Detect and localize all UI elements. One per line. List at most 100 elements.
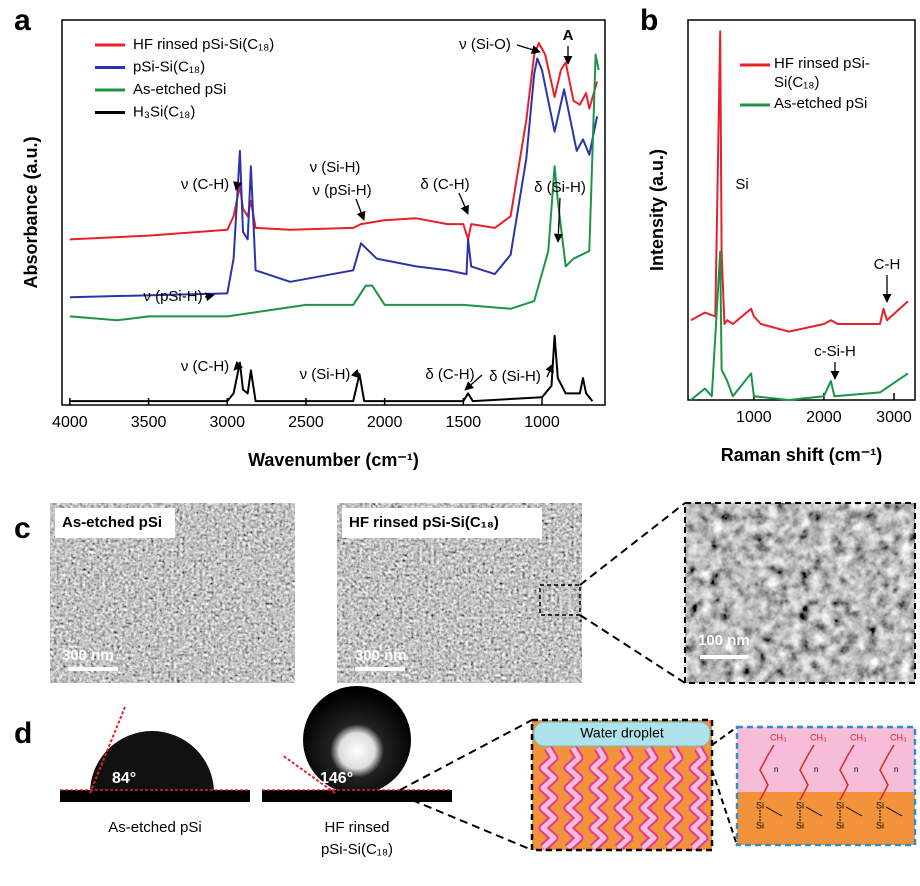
label-box [342, 508, 542, 538]
annotation: c-Si-H [814, 343, 856, 360]
annotation-arrow [355, 198, 366, 221]
zoom-frame [684, 502, 916, 684]
methyl: CH₃ [890, 732, 907, 742]
molecules: CH₃ n Si Si CH₃ n Si Si CH₃ n Si Si CH₃ n Si Si [756, 732, 907, 830]
annotation: ν (Si-H) [310, 159, 361, 176]
annotation: Si [735, 176, 748, 193]
scale-bar [700, 655, 748, 659]
pore [665, 746, 682, 850]
silicon-atom: Si [876, 820, 884, 830]
silicon-atom: Si [796, 800, 804, 810]
annotation: ν (C-H) [181, 358, 229, 375]
zoom-line [711, 726, 738, 746]
x-tick-label: 3000 [876, 409, 912, 426]
x-axis-label: Wavenumber (cm⁻¹) [248, 450, 419, 470]
caption: HF rinsed [324, 819, 389, 836]
bond [845, 806, 863, 817]
pore [615, 746, 632, 850]
annotation-arrow [464, 374, 483, 391]
annotation-arrow [458, 192, 469, 215]
silicon [737, 792, 915, 845]
panel-label: d [14, 717, 32, 750]
spectrum [69, 334, 594, 403]
legend-label: HF rinsed pSi-Si(C₁₈) [774, 55, 870, 91]
annotation-arrow [516, 44, 541, 54]
spectrum [69, 53, 600, 322]
annotation: A [563, 27, 574, 44]
silicon-atom: Si [756, 820, 764, 830]
zoom-line [711, 769, 738, 846]
droplet [90, 731, 214, 793]
angle: 146° [320, 770, 353, 787]
chain [839, 744, 855, 801]
caption: As-etched pSi [108, 819, 201, 836]
chain [799, 744, 815, 801]
repeat: n [774, 765, 778, 774]
substrate [60, 790, 250, 802]
annotation-arrow [350, 368, 361, 379]
label-box [55, 508, 175, 538]
x-tick-label: 1500 [446, 414, 482, 431]
legend-label: As-etched pSi [774, 95, 868, 112]
panel-label: a [14, 4, 31, 37]
x-tick-label: 4000 [52, 414, 88, 431]
methyl: CH₃ [770, 732, 787, 742]
legend-label: As-etched pSi [133, 81, 226, 98]
spectrum [69, 57, 599, 299]
caption: pSi-Si(C₁₈) [321, 841, 393, 858]
annotation-arrow [553, 197, 563, 243]
silicon-atom: Si [756, 800, 764, 810]
zoom-line [399, 794, 533, 851]
legend-label: pSi-Si(C₁₈) [133, 58, 205, 75]
annotation-arrow [233, 181, 243, 191]
annotation: δ (Si-H) [489, 368, 541, 385]
chain [879, 744, 895, 801]
annotation: ν (pSi-H) [312, 182, 371, 199]
bond [765, 806, 783, 817]
y-axis-label: Absorbance (a.u.) [21, 136, 41, 288]
repeat: n [894, 765, 898, 774]
tangent [89, 706, 126, 794]
scale-bar [68, 667, 118, 671]
scale-label: 100 nm [698, 632, 750, 649]
y-axis-label: Intensity (a.u.) [647, 149, 667, 271]
plot-frame [61, 19, 606, 406]
repeat: n [854, 765, 858, 774]
bond [885, 806, 903, 817]
annotation: ν (Si-O) [459, 36, 511, 53]
plot-frame [687, 19, 916, 401]
bond [805, 806, 823, 817]
scale-label: 300 nm [355, 647, 407, 664]
x-tick-label: 2000 [806, 409, 842, 426]
pore [565, 746, 582, 850]
sem-zoom-image [685, 503, 915, 683]
x-axis-label: Raman shift (cm⁻¹) [721, 445, 883, 465]
x-tick-label: 3000 [209, 414, 245, 431]
water-droplet [533, 721, 711, 747]
annotation: δ (C-H) [420, 176, 469, 193]
spectrum [690, 250, 909, 401]
annotation-arrow [233, 360, 244, 371]
annotation: ν (pSi-H) [143, 288, 202, 305]
annotation: δ (C-H) [425, 366, 474, 383]
zoom-frame [735, 725, 917, 847]
substrate [262, 790, 452, 802]
angle: 84° [112, 770, 136, 787]
pore [690, 746, 707, 850]
panel-label: c [14, 512, 31, 545]
annotation: δ (Si-H) [534, 179, 586, 196]
silicon-atom: Si [836, 800, 844, 810]
scale-bar [355, 667, 405, 671]
annotation: ν (C-H) [181, 176, 229, 193]
methyl: CH₃ [810, 732, 827, 742]
annotation-arrow [545, 363, 554, 378]
silicon-atom: Si [876, 800, 884, 810]
methyl: CH₃ [850, 732, 867, 742]
legend-label: HF rinsed pSi-Si(C₁₈) [133, 36, 274, 53]
pores [538, 745, 709, 852]
silicon-atom: Si [796, 820, 804, 830]
pore [640, 746, 657, 850]
scale-label: 300 nm [62, 647, 114, 664]
zoom-line [579, 614, 686, 684]
droplet [303, 686, 411, 794]
